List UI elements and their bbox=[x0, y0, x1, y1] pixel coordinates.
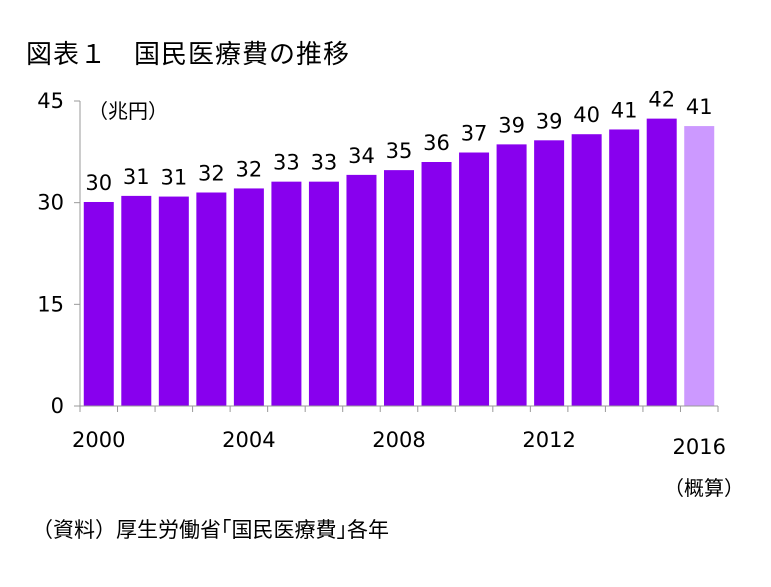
data-label-2007: 34 bbox=[348, 144, 375, 168]
x-tick-label-2000: 2000 bbox=[72, 428, 125, 452]
data-label-2014: 41 bbox=[611, 98, 638, 122]
y-tick-label-0: 0 bbox=[51, 394, 64, 418]
bar-2006 bbox=[308, 181, 339, 406]
y-axis-unit-label: （兆円） bbox=[88, 99, 168, 123]
estimate-note: （概算） bbox=[664, 476, 744, 500]
x-tick-label-2012: 2012 bbox=[522, 428, 575, 452]
data-label-2003: 32 bbox=[198, 162, 225, 186]
bar-2002 bbox=[158, 196, 189, 406]
bar-2005 bbox=[271, 181, 302, 406]
bars-group bbox=[83, 118, 715, 407]
bar-2011 bbox=[496, 144, 527, 406]
data-label-2010: 37 bbox=[461, 122, 488, 146]
data-label-2001: 31 bbox=[123, 165, 150, 189]
axes-group bbox=[74, 100, 719, 412]
data-label-2015: 42 bbox=[648, 88, 675, 112]
data-label-2012: 39 bbox=[536, 109, 563, 133]
data-label-2006: 33 bbox=[311, 151, 338, 175]
bar-2008 bbox=[384, 170, 414, 406]
source-note: （資料）厚生労働省｢国民医療費｣各年 bbox=[32, 518, 389, 542]
bar-2001 bbox=[121, 195, 152, 406]
bar-2003 bbox=[196, 192, 227, 406]
data-label-2009: 36 bbox=[423, 131, 450, 155]
data-label-2008: 35 bbox=[386, 139, 413, 163]
bar-2014 bbox=[609, 129, 640, 406]
data-label-2005: 33 bbox=[273, 151, 300, 175]
bar-2016 bbox=[684, 126, 715, 407]
chart-title: 図表１ 国民医療費の推移 bbox=[26, 40, 351, 70]
data-label-2000: 30 bbox=[85, 171, 112, 195]
labels-group: 30 31 31 32 32 33 33 34 35 36 37 39 39 40 41 42 41 0 15 30 4… bbox=[37, 88, 726, 459]
x-tick-label-2004: 2004 bbox=[222, 428, 275, 452]
data-label-2013: 40 bbox=[573, 103, 600, 127]
data-label-2004: 32 bbox=[236, 157, 263, 181]
data-label-2002: 31 bbox=[160, 166, 187, 190]
bar-2007 bbox=[346, 174, 377, 406]
bar-2010 bbox=[459, 152, 490, 406]
x-tick-label-2016: 2016 bbox=[673, 435, 726, 459]
bar-2015 bbox=[646, 118, 677, 406]
bar-2009 bbox=[421, 162, 452, 406]
bar-2000 bbox=[83, 201, 114, 406]
y-tick-label-15: 15 bbox=[37, 292, 64, 316]
bar-2012 bbox=[534, 140, 565, 407]
bar-2013 bbox=[571, 134, 602, 406]
x-tick-label-2008: 2008 bbox=[372, 428, 425, 452]
bar-2004 bbox=[233, 188, 264, 406]
y-tick-label-45: 45 bbox=[37, 89, 64, 113]
data-label-2016: 41 bbox=[686, 95, 713, 119]
data-label-2011: 39 bbox=[498, 113, 525, 137]
y-tick-label-30: 30 bbox=[37, 191, 64, 215]
